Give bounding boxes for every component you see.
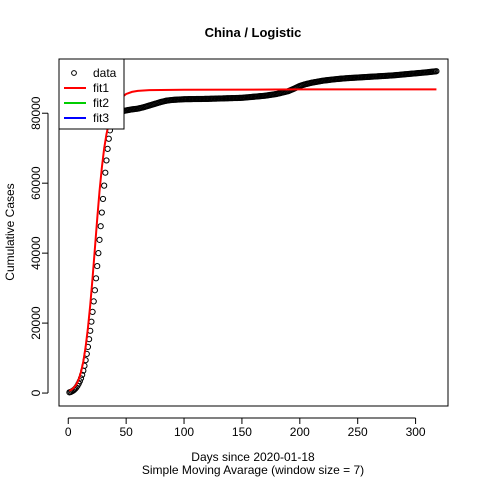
- chart-title: China / Logistic: [205, 25, 302, 40]
- legend-fit3-label: fit3: [93, 111, 109, 125]
- legend-data-marker: [71, 70, 77, 76]
- y-tick-label: 40000: [29, 236, 43, 270]
- series-layer: [66, 68, 440, 396]
- data-point: [101, 182, 108, 189]
- x-tick-label: 200: [290, 425, 310, 439]
- data-point: [433, 68, 440, 75]
- y-tick-label: 0: [29, 389, 43, 396]
- legend-data-label: data: [93, 66, 117, 80]
- chart-subtitle: Simple Moving Avarage (window size = 7): [142, 463, 364, 477]
- legend-fit2-label: fit2: [93, 96, 109, 110]
- y-tick-label: 60000: [29, 166, 43, 200]
- plot-area: [58, 58, 449, 407]
- x-tick-label: 0: [65, 425, 72, 439]
- plot-frame: [58, 58, 449, 407]
- x-axis-label: Days since 2020-01-18: [191, 450, 315, 464]
- legend-fit1-label: fit1: [93, 81, 109, 95]
- data-point: [97, 223, 104, 230]
- x-tick-label: 250: [348, 425, 368, 439]
- x-axis: 0 50 100 150 200 250 300: [65, 417, 426, 439]
- x-tick-label: 300: [406, 425, 426, 439]
- data-point: [98, 209, 105, 216]
- x-tick-label: 150: [232, 425, 252, 439]
- y-axis: 0 20000 40000 60000 80000: [29, 96, 49, 396]
- x-tick-label: 100: [174, 425, 194, 439]
- data-point: [96, 236, 103, 243]
- data-point: [94, 262, 101, 270]
- data-point: [95, 250, 102, 257]
- data-point: [99, 195, 107, 203]
- y-axis-label: Cumulative Cases: [3, 183, 17, 280]
- y-tick-label: 20000: [29, 306, 43, 340]
- x-tick-label: 50: [119, 425, 133, 439]
- data-point: [103, 157, 110, 164]
- legend: data fit1 fit2 fit3: [58, 58, 125, 130]
- y-tick-label: 80000: [29, 96, 43, 130]
- data-point: [102, 169, 109, 176]
- series-line-fit1: [68, 88, 437, 392]
